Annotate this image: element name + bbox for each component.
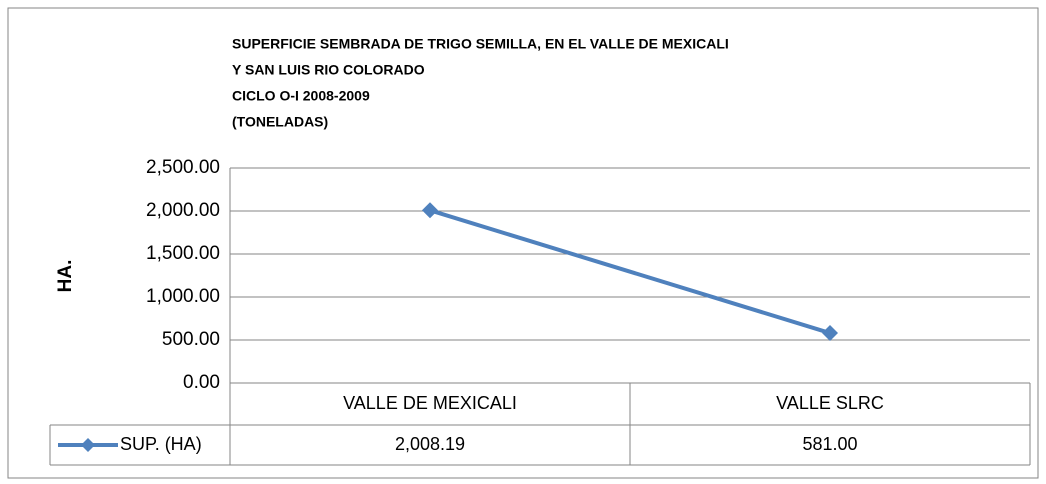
legend-marker: [81, 438, 95, 452]
y-tick-label: 1,500.00: [146, 243, 220, 264]
point-marker: [822, 325, 838, 342]
chart-title: SUPERFICIE SEMBRADA DE TRIGO SEMILLA, EN…: [232, 36, 729, 52]
x-tick-label: VALLE SLRC: [776, 393, 884, 413]
y-tick-label: 0.00: [183, 372, 220, 393]
y-tick-label: 1,000.00: [146, 286, 220, 307]
table-value: 2,008.19: [395, 434, 465, 454]
chart-title: CICLO O-I 2008-2009: [232, 88, 370, 104]
chart-frame: [7, 7, 1039, 479]
y-tick-label: 500.00: [162, 329, 220, 350]
chart-title: Y SAN LUIS RIO COLORADO: [232, 62, 425, 78]
x-tick-label: VALLE DE MEXICALI: [343, 393, 517, 413]
point-marker: [422, 202, 438, 219]
legend-label: SUP. (HA): [120, 434, 202, 454]
y-tick-label: 2,500.00: [146, 157, 220, 178]
y-axis-label: HA.: [55, 260, 76, 293]
chart-title: (TONELADAS): [232, 114, 328, 130]
table-value: 581.00: [802, 434, 857, 454]
series-line: [429, 208, 831, 335]
y-tick-label: 2,000.00: [146, 200, 220, 221]
